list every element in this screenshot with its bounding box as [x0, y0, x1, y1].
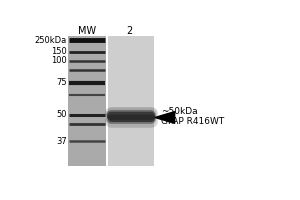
Text: 250kDa: 250kDa	[34, 36, 67, 45]
Bar	[108, 36, 154, 166]
Polygon shape	[155, 112, 175, 123]
Bar	[68, 36, 106, 166]
Text: ~50kDa: ~50kDa	[161, 107, 197, 116]
Text: GFAP R416WT: GFAP R416WT	[161, 117, 224, 126]
Text: 37: 37	[56, 137, 67, 146]
Text: 150: 150	[51, 47, 67, 56]
Text: 100: 100	[51, 56, 67, 65]
Text: 75: 75	[56, 78, 67, 87]
Text: 50: 50	[56, 110, 67, 119]
Text: MW: MW	[78, 26, 97, 36]
Text: 2: 2	[126, 26, 133, 36]
